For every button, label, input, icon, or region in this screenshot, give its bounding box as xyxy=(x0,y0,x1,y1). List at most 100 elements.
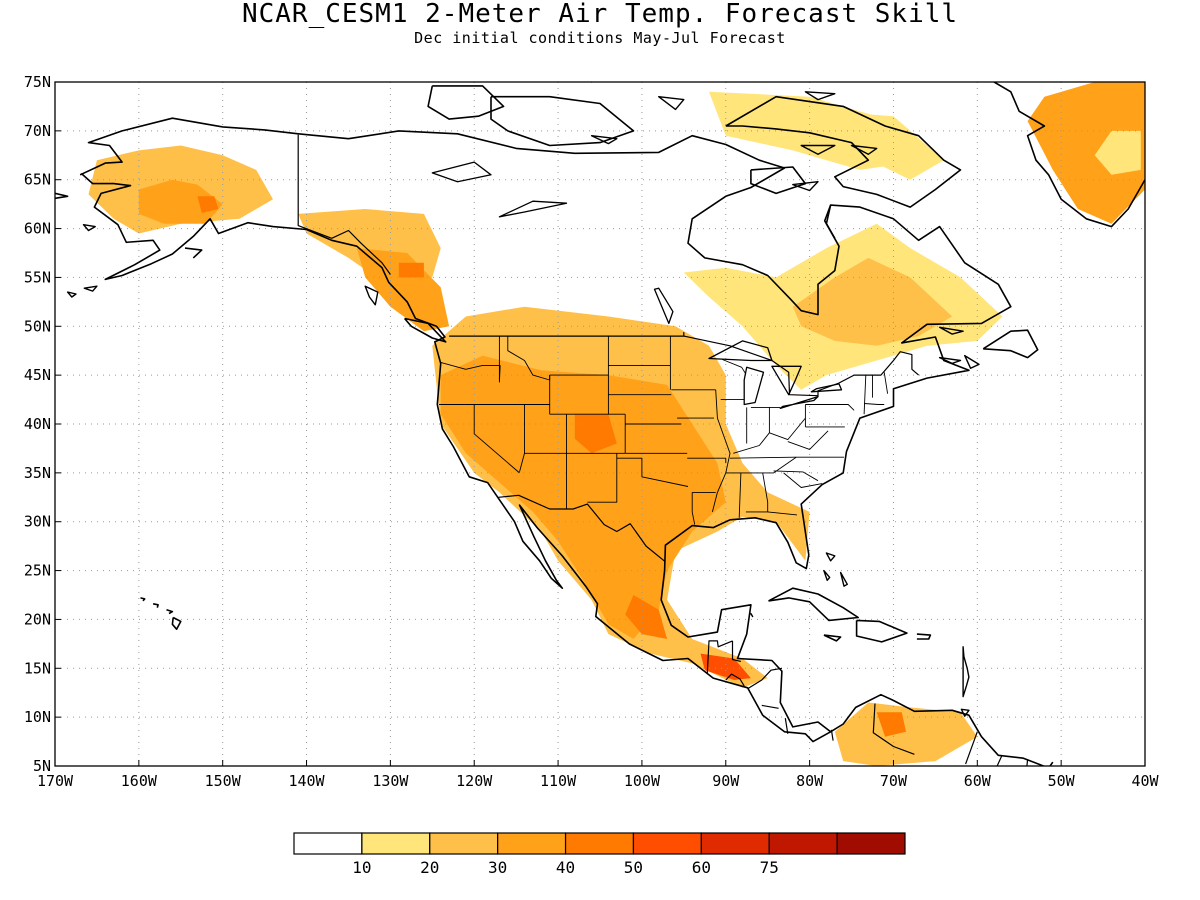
lon-tick-label: 50W xyxy=(1048,772,1076,790)
island-bahamas-1 xyxy=(825,552,836,562)
lon-tick-label: 90W xyxy=(712,772,740,790)
border-guyana-suriname xyxy=(996,755,1003,766)
island-anticosti xyxy=(938,326,964,335)
colorbar-swatch xyxy=(632,832,702,855)
state-border-ky-tn xyxy=(729,456,844,459)
lake-great-slave-lake xyxy=(498,200,568,218)
coastline-baffin-island xyxy=(725,95,962,208)
state-border-pa-ny xyxy=(805,404,855,411)
colorbar-label: 60 xyxy=(692,858,711,877)
coastline-victoria-island xyxy=(490,95,635,147)
island-pei xyxy=(938,356,962,365)
chart-title: NCAR_CESM1 2-Meter Air Temp. Forecast Sk… xyxy=(241,0,959,29)
coastline-vancouver-island xyxy=(403,317,447,343)
coastline-pacific-coast xyxy=(79,173,831,743)
skill-region-western-us-core xyxy=(440,355,726,639)
state-border-al-ga xyxy=(762,472,769,512)
colorbar-swatch xyxy=(497,832,567,855)
state-border-tn-south xyxy=(725,456,797,474)
island-bahamas-3 xyxy=(839,571,848,587)
lon-tick-label: 80W xyxy=(796,772,824,790)
colorbar-label: 50 xyxy=(624,858,643,877)
lat-tick-label: 25N xyxy=(24,562,51,580)
lat-tick-label: 55N xyxy=(24,268,51,286)
lake-lake-winnipeg xyxy=(653,287,674,325)
state-border-nc-sc xyxy=(773,470,819,482)
island-arctic-isle-8 xyxy=(792,180,819,192)
state-border-nm-tx xyxy=(587,453,618,503)
coastline-hawaii-maui xyxy=(166,608,174,615)
colorbar-label: 10 xyxy=(352,858,371,877)
coastline-southampton-island xyxy=(750,166,807,195)
lat-tick-label: 30N xyxy=(24,513,51,531)
chart-subtitle: Dec initial conditions May-Jul Forecast xyxy=(414,29,786,47)
island-lesser-antilles xyxy=(962,646,970,698)
state-border-tx-la xyxy=(691,492,696,525)
lon-tick-label: 110W xyxy=(540,772,577,790)
colorbar-label: 30 xyxy=(488,858,507,877)
lon-tick-label: 160W xyxy=(121,772,158,790)
island-aleutian-1 xyxy=(83,285,98,292)
lon-tick-label: 170W xyxy=(37,772,74,790)
colorbar-swatch xyxy=(429,832,499,855)
skill-region-rockies-peak xyxy=(574,414,617,454)
colorbar-swatch xyxy=(768,832,838,855)
colorbar-swatch xyxy=(564,832,635,855)
lat-tick-label: 65N xyxy=(24,171,51,189)
skill-region-mexico-peak xyxy=(625,595,668,639)
island-trinidad xyxy=(960,708,970,717)
island-arctic-isle-7 xyxy=(850,144,878,156)
lake-lake-erie xyxy=(779,395,819,410)
skill-region-canada-east-core xyxy=(792,257,953,346)
coastline-st-lawrence-island xyxy=(55,192,69,200)
lat-tick-label: 75N xyxy=(24,73,51,91)
coastline-hawaii-kauai xyxy=(140,597,146,602)
state-border-ny-new-england xyxy=(863,375,867,415)
lat-tick-label: 50N xyxy=(24,317,51,335)
border-central-america-4 xyxy=(761,704,779,709)
coastline-north-america xyxy=(79,117,1054,766)
skill-region-bc-peak xyxy=(398,262,424,278)
island-queen-charlotte xyxy=(364,285,379,306)
colorbar: 10 20 30 40 50 60 75 xyxy=(293,832,906,877)
state-border-wa-or xyxy=(440,361,501,370)
lake-lake-ontario xyxy=(810,383,843,393)
lon-tick-label: 130W xyxy=(372,772,409,790)
border-central-america-5 xyxy=(784,718,789,734)
coastline-greenland xyxy=(993,82,1145,228)
coastline-banks-island xyxy=(427,85,505,120)
lon-tick-label: 140W xyxy=(288,772,325,790)
state-border-ok-tx xyxy=(616,457,689,487)
colorbar-label: 75 xyxy=(760,858,779,877)
lon-tick-label: 40W xyxy=(1131,772,1159,790)
skill-region-south-america xyxy=(834,702,978,766)
lon-tick-label: 70W xyxy=(880,772,908,790)
border-central-america-1 xyxy=(731,640,742,662)
colorbar-swatch xyxy=(700,832,770,855)
state-border-va-wv xyxy=(787,430,829,450)
island-arctic-isle-2 xyxy=(589,82,593,83)
lat-tick-label: 35N xyxy=(24,464,51,482)
island-nunivak xyxy=(82,223,96,232)
coastline-southern-hudson-ungava xyxy=(823,204,836,239)
skill-region-alaska-peak xyxy=(197,196,219,213)
skill-region-bc-coast xyxy=(356,248,450,332)
axis-ticks-layer: 75N 70N 65N 60N 55N 50N 45N 40N 35N 30N 25N 20N 15N 1… xyxy=(24,73,1160,790)
state-border-wi-mi-up xyxy=(722,359,747,375)
geographic-lines-layer xyxy=(55,82,1145,766)
state-border-ms-river xyxy=(711,389,731,513)
skill-region-greenland-interior xyxy=(1094,130,1141,175)
coastline-hispaniola xyxy=(855,619,908,643)
coastline-hawaii-oahu xyxy=(152,603,159,608)
island-bahamas-2 xyxy=(823,569,831,581)
skill-region-south-america-peak xyxy=(876,712,906,737)
state-border-ca-nv xyxy=(473,404,520,474)
lat-tick-label: 10N xyxy=(24,708,51,726)
border-central-america-2 xyxy=(725,673,745,687)
lat-tick-label: 15N xyxy=(24,659,51,677)
state-border-ga-carolinas xyxy=(783,472,823,488)
skill-region-greenland xyxy=(1027,82,1145,224)
island-arctic-isle-5 xyxy=(590,134,618,145)
coastline-cuba xyxy=(768,587,860,622)
